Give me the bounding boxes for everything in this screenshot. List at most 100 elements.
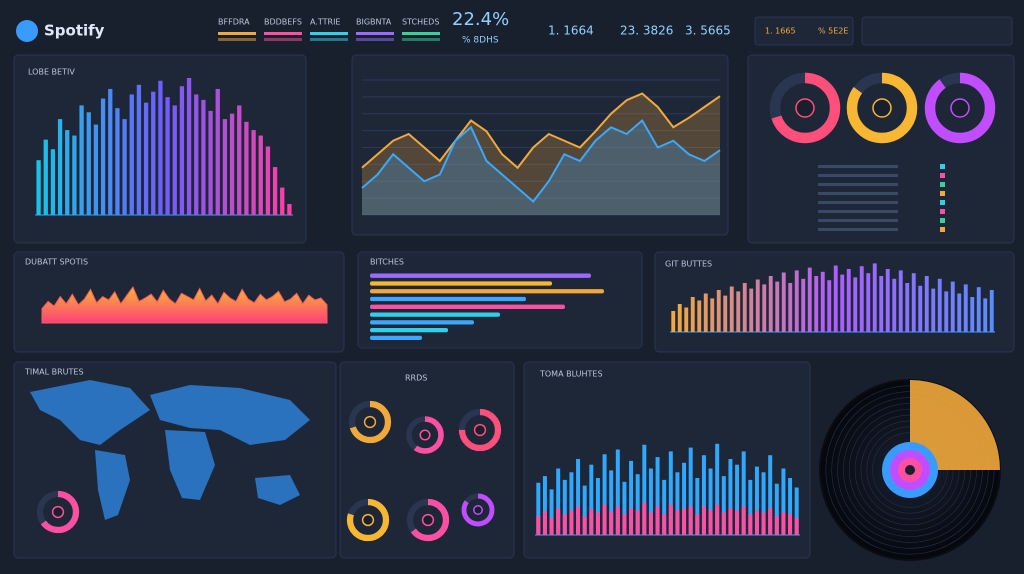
bar [924,276,929,332]
bar [735,464,740,535]
bar [244,121,249,215]
legend-swatch [402,32,440,35]
bar [976,287,981,332]
bar [589,464,594,535]
legend-label: BDDBEFS [264,18,302,27]
bar [695,478,700,535]
continent [150,385,310,445]
hbar [370,328,448,333]
hbar [370,320,474,325]
bar [937,278,942,332]
panel-title: DUBATT SPOTIS [25,258,88,267]
bar [701,506,706,535]
bar [629,460,634,535]
bar [754,510,759,535]
line-area [362,120,720,215]
bar [589,509,594,535]
badge: % 5E2E [818,27,848,36]
donut-arc [461,493,495,527]
donut-core [363,415,377,429]
bar [950,281,955,332]
bar [215,88,220,215]
bar [609,470,614,535]
bar [536,516,541,535]
stat: 3. 5665 [685,24,731,38]
bar [944,291,949,332]
bar [251,130,256,215]
bar [801,278,806,332]
hbar [370,296,526,302]
bar [549,517,554,535]
panel-title: RRDS [405,374,427,383]
bar [774,516,779,535]
donut-core [51,505,65,519]
bar [549,489,554,535]
bar [43,139,48,215]
bar [622,481,627,535]
legend-swatch [356,32,394,35]
legend-label: BIGBNTA [356,18,392,27]
bar [833,265,838,332]
bar [536,482,541,535]
bar [748,514,753,535]
bar [814,276,819,332]
bar [100,98,106,215]
legend-swatch [218,38,256,41]
list-row [818,183,898,186]
bar [749,288,754,332]
bar [671,311,676,332]
bar [866,273,871,332]
bar [846,269,851,332]
bar [556,508,561,535]
bar [36,160,41,215]
headline-sub: % 8DHS [462,36,499,46]
bar [222,119,228,215]
bar [794,517,799,535]
bar [918,285,923,332]
bar [602,504,607,535]
legend-label: STCHEDS [402,18,439,27]
list-dot [940,218,945,223]
panel [747,54,1015,244]
donut-core [361,513,375,527]
list-row [818,219,898,222]
bar [701,455,706,535]
list-row [818,192,898,195]
bar [569,510,574,535]
bar [86,112,91,215]
bar [957,293,962,332]
list-dot [940,173,945,178]
list-row [818,201,898,204]
bar [165,97,170,215]
bar [788,514,793,535]
bar [781,272,786,332]
donut-core [473,423,487,437]
bar [754,466,759,535]
bar [905,283,910,332]
legend-swatch [310,32,348,35]
bar [662,479,667,535]
bar [989,290,994,332]
bar [576,506,581,535]
bar [93,124,99,215]
donut-core [872,98,892,118]
continent [255,475,300,505]
pie-slice [910,380,1000,470]
panel-title: LOBE BETIV [28,68,75,77]
bar [768,276,773,332]
bar [108,88,113,215]
bar [859,266,864,332]
bar [79,105,84,215]
bar [172,105,177,215]
bar [655,506,660,535]
bar [595,512,600,535]
list-dot [940,200,945,205]
donut-core [421,513,435,527]
bar [728,508,733,535]
bar [820,271,825,332]
bar [151,91,156,215]
bar [615,449,620,535]
headline: 22.4% [452,9,509,30]
bar [265,146,271,215]
bar [781,512,786,535]
